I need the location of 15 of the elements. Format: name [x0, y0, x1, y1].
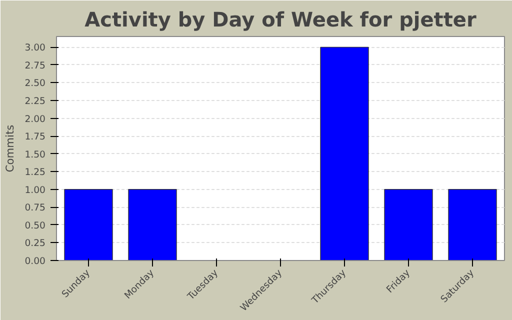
y-tick-label: 3.00 [24, 42, 46, 54]
y-tick-label: 2.75 [24, 60, 46, 72]
y-tick-label: 2.25 [24, 96, 46, 107]
y-tick-label: 0.50 [24, 220, 46, 232]
y-tick-label: 0.00 [24, 256, 46, 267]
y-axis-title: Commits [4, 124, 17, 172]
y-tick-label: 2.00 [24, 114, 46, 125]
y-tick-label: 2.50 [24, 78, 46, 90]
y-tick-label: 1.75 [24, 132, 46, 143]
y-tick-label: 0.25 [24, 238, 46, 250]
chart-title: Activity by Day of Week for pjetter [84, 8, 476, 32]
y-tick-label: 1.25 [24, 167, 46, 178]
y-tick-label: 1.50 [24, 149, 46, 160]
y-tick-label: 1.00 [24, 184, 46, 196]
y-tick-label: 0.75 [24, 202, 46, 214]
